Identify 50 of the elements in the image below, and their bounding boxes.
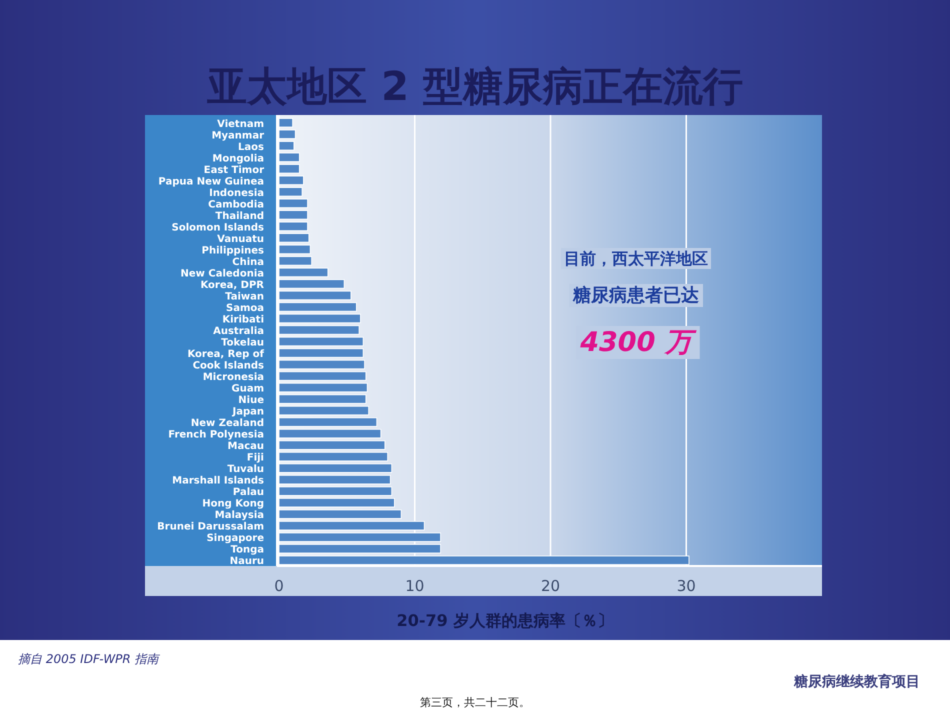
y-tick-label: Guam xyxy=(232,384,264,395)
y-tick-label: Laos xyxy=(238,142,264,153)
y-tick-label: Australia xyxy=(213,326,264,337)
y-tick-label: Mongolia xyxy=(212,153,264,164)
x-tick-label: 20 xyxy=(540,577,560,595)
y-tick-label: French Polynesia xyxy=(168,430,264,441)
y-tick-label: Hong Kong xyxy=(202,498,264,510)
y-tick-label: Vietnam xyxy=(217,118,264,130)
y-tick-label: Tonga xyxy=(230,544,264,556)
x-axis-title: 20-79 岁人群的患病率〔％〕 xyxy=(396,611,614,630)
y-tick-label: Samoa xyxy=(226,302,264,314)
y-tick-label: Brunei Darussalam xyxy=(157,522,264,533)
y-tick-label: Solomon Islands xyxy=(172,222,264,234)
y-tick-label: Fiji xyxy=(246,452,264,464)
y-tick-label: China xyxy=(232,256,264,268)
y-tick-label: Cook Islands xyxy=(192,360,264,372)
y-tick-label: Palau xyxy=(232,487,264,498)
y-tick-label: Thailand xyxy=(215,210,264,222)
y-tick-label: Marshall Islands xyxy=(172,476,264,487)
y-tick-label: Niue xyxy=(238,395,264,406)
annotation: 糖尿病患者已达 xyxy=(572,285,700,306)
text: 糖尿病继续教育项目 xyxy=(793,673,920,690)
y-tick-label: Tuvalu xyxy=(227,464,264,476)
y-tick-label: Philippines xyxy=(202,245,264,256)
y-tick-label: Japan xyxy=(232,406,264,418)
y-tick-label: Macau xyxy=(228,441,264,452)
y-tick-label: Papua New Guinea xyxy=(158,176,264,188)
x-tick-label: 0 xyxy=(274,577,284,595)
text: 摘自 2005 IDF-WPR 指南 xyxy=(18,652,161,666)
y-tick-label: Vanuatu xyxy=(217,234,264,245)
y-tick-label: Malaysia xyxy=(214,510,264,522)
y-tick-label: Kiribati xyxy=(222,314,264,326)
annotation: 4300 万 xyxy=(579,327,697,358)
y-tick-label: New Caledonia xyxy=(180,268,264,280)
y-tick-label: Singapore xyxy=(206,533,264,544)
y-tick-label: Tokelau xyxy=(221,338,264,348)
y-tick-label: Nauru xyxy=(230,556,264,568)
y-tick-label: New Zealand xyxy=(190,418,264,430)
y-tick-label: Micronesia xyxy=(202,372,264,384)
y-tick-label: East Timor xyxy=(204,164,264,176)
y-tick-label: Cambodia xyxy=(208,199,264,210)
annotation: 目前，西太平洋地区 xyxy=(564,249,708,268)
y-tick-label: Myanmar xyxy=(212,130,264,142)
x-tick-label: 10 xyxy=(405,577,424,595)
y-tick-label: Korea, DPR xyxy=(200,280,264,291)
y-tick-label: Indonesia xyxy=(209,188,264,199)
y-tick-label: Korea, Rep of xyxy=(187,349,265,360)
y-tick-label: Taiwan xyxy=(225,291,264,302)
x-tick-label: 30 xyxy=(676,577,696,595)
text: 第三页，共二十二页。 xyxy=(420,696,530,709)
